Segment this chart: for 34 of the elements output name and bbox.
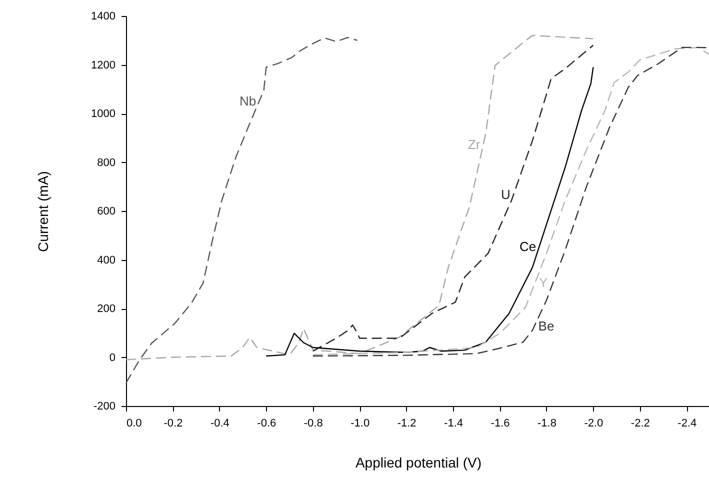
x-tick-label: -0.8: [304, 418, 323, 430]
y-tick-label: -200: [93, 400, 116, 412]
y-tick-label: 0: [109, 352, 116, 364]
y-tick-label: 400: [97, 254, 116, 266]
y-axis-title: Current (mA): [35, 171, 52, 252]
x-tick-label: -0.6: [257, 418, 276, 430]
y-tick-label: 800: [97, 156, 116, 169]
x-tick-label: -1.0: [350, 418, 370, 430]
line-series: [266, 66, 594, 357]
x-tick-label: -1.8: [537, 418, 556, 430]
series-label: Be: [538, 318, 554, 334]
x-tick-label: -1.4: [444, 418, 464, 430]
line-series: [125, 34, 594, 360]
x-tick-label: -2.0: [584, 418, 604, 430]
x-axis-title: Applied potential (V): [355, 454, 482, 470]
series-label: Ce: [519, 239, 536, 254]
x-tick-label: -2.4: [678, 418, 697, 430]
line-series: [312, 44, 594, 352]
x-tick-label: -2.2: [630, 418, 650, 430]
series-label: Zr: [468, 136, 481, 152]
x-tick-label: -0.2: [164, 418, 183, 430]
series-label: Y: [538, 274, 548, 290]
series-label: Nb: [239, 93, 256, 108]
x-tick-label: -1.6: [490, 418, 510, 430]
x-tick-label: -1.2: [397, 418, 416, 430]
line-series: [125, 36, 358, 384]
series-label: U: [500, 187, 510, 202]
y-tick-label: 1400: [91, 10, 116, 22]
y-tick-label: 1200: [91, 59, 116, 72]
y-tick-label: 200: [97, 303, 116, 315]
y-tick-label: 600: [97, 206, 116, 218]
y-tick-label: 1000: [91, 108, 116, 120]
x-tick-label: -0.4: [210, 418, 230, 430]
x-tick-label: 0.0: [126, 418, 142, 430]
